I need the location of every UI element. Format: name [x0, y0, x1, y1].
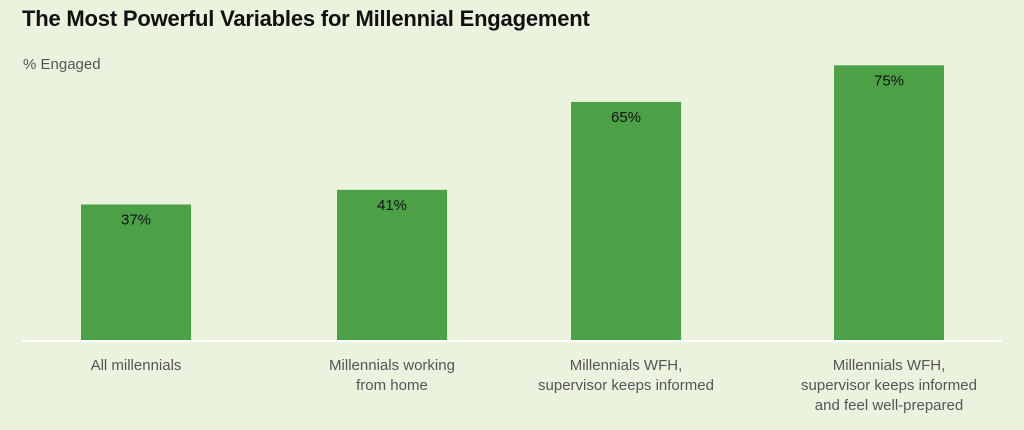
bar-value-label-1: 37%: [121, 211, 151, 228]
x-tick-label-4: Millennials WFH, supervisor keeps inform…: [801, 357, 977, 414]
bar-value-label-3: 65%: [611, 109, 641, 126]
bar-3: [571, 101, 681, 341]
bar-4: [834, 65, 944, 340]
bar-value-label-4: 75%: [874, 72, 904, 89]
x-tick-label-3: Millennials WFH, supervisor keeps inform…: [538, 357, 714, 394]
bar-value-label-2: 41%: [377, 197, 407, 214]
bar-2: [337, 189, 447, 340]
x-tick-label-2: Millennials working from home: [329, 357, 455, 394]
chart-title: The Most Powerful Variables for Millenni…: [22, 6, 590, 31]
x-tick-label-1: All millennials: [90, 357, 182, 374]
bar-1: [81, 204, 191, 340]
y-axis-label: % Engaged: [23, 56, 101, 73]
